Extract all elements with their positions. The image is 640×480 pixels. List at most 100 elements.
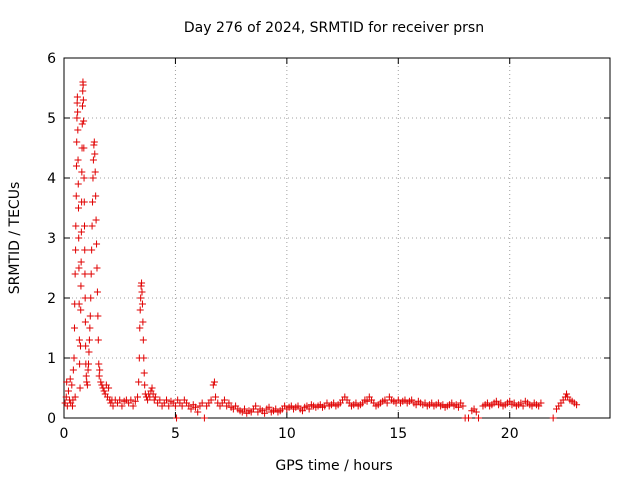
- data-point: [252, 402, 260, 410]
- x-tick-label: 5: [171, 426, 180, 442]
- data-point: [100, 387, 108, 395]
- data-point: [89, 174, 97, 182]
- data-point: [454, 403, 462, 411]
- data-point: [549, 414, 557, 422]
- data-point: [81, 222, 89, 230]
- data-point: [72, 222, 80, 230]
- data-point: [74, 156, 82, 164]
- data-point: [81, 246, 89, 254]
- data-point: [136, 306, 144, 314]
- data-point: [209, 381, 217, 389]
- data-point: [137, 294, 145, 302]
- data-point: [86, 312, 94, 320]
- data-point: [200, 414, 208, 422]
- data-point: [138, 288, 146, 296]
- data-point: [78, 120, 86, 128]
- data-point: [72, 246, 80, 254]
- data-point: [173, 414, 181, 422]
- data-point: [78, 168, 86, 176]
- data-point: [89, 156, 97, 164]
- data-point: [225, 399, 233, 407]
- data-point: [363, 397, 371, 405]
- data-point: [79, 81, 87, 89]
- data-point: [95, 360, 103, 368]
- data-point: [129, 402, 137, 410]
- data-point: [88, 222, 96, 230]
- data-point: [87, 294, 95, 302]
- data-point: [519, 402, 527, 410]
- data-point: [93, 288, 101, 296]
- data-point: [171, 402, 179, 410]
- data-point: [187, 405, 195, 413]
- data-point: [148, 384, 156, 392]
- data-point: [492, 397, 500, 405]
- data-point: [94, 336, 102, 344]
- y-tick-label: 2: [47, 291, 56, 307]
- data-point: [77, 306, 85, 314]
- x-axis-label: GPS time / hours: [275, 458, 392, 474]
- data-point: [472, 408, 480, 416]
- data-point: [135, 378, 143, 386]
- data-point: [87, 270, 95, 278]
- data-point: [82, 372, 90, 380]
- data-point: [156, 396, 164, 404]
- data-point: [80, 144, 88, 152]
- data-point: [66, 375, 74, 383]
- data-point: [95, 372, 103, 380]
- data-point: [77, 258, 85, 266]
- data-point: [191, 403, 199, 411]
- data-point: [75, 336, 83, 344]
- data-point: [93, 264, 101, 272]
- data-point: [298, 407, 306, 415]
- data-point: [127, 396, 135, 404]
- grid-lines: [64, 58, 610, 418]
- data-point: [78, 102, 86, 110]
- data-points: [61, 78, 581, 422]
- y-tick-label: 6: [47, 51, 56, 67]
- data-point: [537, 399, 545, 407]
- data-point: [118, 402, 126, 410]
- y-axis-label: SRMTID / TECUs: [7, 182, 23, 295]
- data-point: [85, 336, 93, 344]
- data-point: [74, 126, 82, 134]
- data-point: [76, 360, 84, 368]
- data-point: [241, 405, 249, 413]
- data-point: [90, 138, 98, 146]
- data-point: [71, 393, 79, 401]
- data-point: [62, 393, 70, 401]
- data-point: [77, 228, 85, 236]
- data-point: [163, 396, 171, 404]
- data-point: [138, 279, 146, 287]
- y-tick-label: 5: [47, 111, 56, 127]
- data-point: [92, 192, 100, 200]
- x-tick-label: 20: [501, 426, 519, 442]
- data-point: [91, 168, 99, 176]
- data-point: [89, 198, 97, 206]
- data-point: [74, 180, 82, 188]
- data-point: [64, 387, 72, 395]
- y-tick-label: 1: [47, 351, 56, 367]
- data-point: [383, 399, 391, 407]
- data-point: [563, 390, 571, 398]
- data-point: [75, 234, 83, 242]
- data-point: [459, 402, 467, 410]
- data-point: [85, 360, 93, 368]
- data-point: [105, 384, 113, 392]
- data-point: [220, 396, 228, 404]
- data-point: [573, 401, 581, 409]
- data-point: [96, 366, 104, 374]
- data-point: [80, 117, 88, 125]
- data-point: [72, 192, 80, 200]
- data-point: [63, 378, 71, 386]
- data-point: [475, 414, 483, 422]
- data-point: [210, 378, 218, 386]
- data-point: [212, 393, 220, 401]
- data-point: [412, 401, 420, 409]
- data-point: [178, 402, 186, 410]
- data-point: [92, 216, 100, 224]
- data-point: [141, 381, 149, 389]
- data-point: [93, 240, 101, 248]
- x-tick-label: 10: [278, 426, 296, 442]
- data-point: [85, 348, 93, 356]
